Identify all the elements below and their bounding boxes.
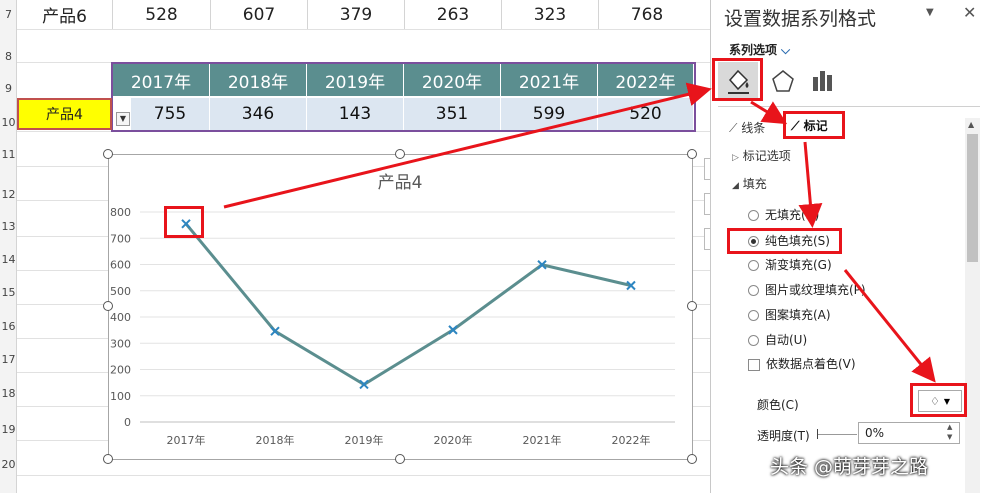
line-icon: ⟋ xyxy=(729,121,738,135)
resize-handle[interactable] xyxy=(103,149,113,159)
series-options-dropdown[interactable]: 系列选项 ⌵ xyxy=(729,43,791,57)
row4-cell[interactable]: 351 xyxy=(404,98,501,130)
caret-down-icon: ◢ xyxy=(732,181,739,191)
row6-label[interactable]: 产品6 xyxy=(42,7,87,27)
row-number[interactable]: 19 xyxy=(1,423,16,436)
row-number[interactable]: 17 xyxy=(1,353,16,366)
resize-handle[interactable] xyxy=(687,301,697,311)
series-options-tab-icon[interactable] xyxy=(807,66,837,96)
pane-menu-chevron-icon[interactable]: ▼ xyxy=(926,7,934,18)
transparency-slider[interactable] xyxy=(817,434,857,435)
fill-line-tab[interactable] xyxy=(718,62,758,98)
marker-options-section[interactable]: ▷ 标记选项 xyxy=(732,149,791,163)
annotation-box xyxy=(783,111,845,139)
row-number[interactable]: 13 xyxy=(1,220,16,233)
row-number[interactable]: 20 xyxy=(1,458,16,471)
row-number[interactable]: 14 xyxy=(1,253,16,266)
option-solid-fill[interactable]: 纯色填充(S) xyxy=(748,232,830,249)
transparency-label: 透明度(T) xyxy=(757,429,810,443)
tab-marker[interactable]: ⟋ 标记 xyxy=(791,119,828,133)
paint-bucket-icon: ♢ xyxy=(929,394,940,408)
color-picker-button[interactable]: ♢ ▼ xyxy=(918,390,962,412)
row-number[interactable]: 16 xyxy=(1,320,16,333)
watermark: 头条 @萌芽芽之路 xyxy=(770,456,929,478)
grid-line xyxy=(17,29,710,30)
row6-cell[interactable]: 607 xyxy=(242,4,276,25)
option-no-fill[interactable]: 无填充(N) xyxy=(748,206,819,223)
year-header[interactable]: 2018年 xyxy=(210,64,307,96)
year-header[interactable]: 2020年 xyxy=(404,64,501,96)
pane-title: 设置数据系列格式 xyxy=(724,8,877,30)
row4-cell[interactable]: 346 xyxy=(210,98,307,130)
radio-button[interactable] xyxy=(748,335,759,346)
chevron-down-icon: ▼ xyxy=(943,396,951,406)
resize-handle[interactable] xyxy=(395,149,405,159)
marker-line-icon: ⟋ xyxy=(791,119,800,133)
effects-tab-icon[interactable] xyxy=(768,66,798,96)
tab-line[interactable]: ⟋ 线条 xyxy=(729,121,766,135)
vary-colors-checkbox[interactable]: 依数据点着色(V) xyxy=(748,355,856,372)
dropdown-arrow-icon[interactable]: ▼ xyxy=(116,112,130,126)
row-number[interactable]: 10 xyxy=(1,116,16,129)
row4-cell[interactable]: 755 xyxy=(131,98,210,130)
annotation-box xyxy=(910,383,967,417)
resize-handle[interactable] xyxy=(395,454,405,464)
scroll-thumb[interactable] xyxy=(967,134,978,262)
annotation-box xyxy=(712,58,763,101)
year-header[interactable]: 2017年 xyxy=(113,64,210,96)
checkbox[interactable] xyxy=(748,358,760,371)
option-pattern-fill[interactable]: 图案填充(A) xyxy=(748,306,831,323)
fill-section[interactable]: ◢ 填充 xyxy=(732,177,767,191)
row6-cell[interactable]: 528 xyxy=(145,4,178,25)
row-number[interactable]: 18 xyxy=(1,387,16,400)
close-icon[interactable]: ✕ xyxy=(963,3,977,22)
paint-bucket-icon xyxy=(728,69,749,94)
row6-cell[interactable]: 323 xyxy=(533,4,567,25)
row-number[interactable]: 12 xyxy=(1,188,16,201)
spinner-icon[interactable]: ▲ ▼ xyxy=(947,423,953,441)
row4-cell[interactable]: 143 xyxy=(307,98,404,130)
row-number[interactable]: 15 xyxy=(1,286,16,299)
product-dropdown-cell[interactable]: 产品4 xyxy=(17,98,112,130)
annotation-box xyxy=(727,228,842,254)
row6-cell[interactable]: 768 xyxy=(630,4,664,25)
row-number[interactable]: 9 xyxy=(5,82,12,95)
year-header[interactable]: 2022年 xyxy=(598,64,694,96)
resize-handle[interactable] xyxy=(687,149,697,159)
grid-line xyxy=(17,475,710,476)
row-number[interactable]: 7 xyxy=(5,8,12,21)
row4-cell[interactable]: 599 xyxy=(501,98,598,130)
slider-thumb[interactable] xyxy=(817,429,818,439)
caret-right-icon: ▷ xyxy=(732,153,739,163)
row4-cell[interactable]: 520 xyxy=(598,98,694,130)
chevron-down-icon: ⌵ xyxy=(781,43,791,57)
year-header[interactable]: 2019年 xyxy=(307,64,404,96)
scroll-up-icon[interactable]: ▲ xyxy=(968,120,975,129)
radio-button[interactable] xyxy=(748,236,759,247)
annotation-box xyxy=(164,206,204,238)
row6-cell[interactable]: 263 xyxy=(436,4,470,25)
option-gradient-fill[interactable]: 渐变填充(G) xyxy=(748,256,832,273)
resize-handle[interactable] xyxy=(103,301,113,311)
radio-button[interactable] xyxy=(748,210,759,221)
row-header xyxy=(0,0,17,493)
row-number[interactable]: 8 xyxy=(5,50,12,63)
year-header[interactable]: 2021年 xyxy=(501,64,598,96)
row6-cell[interactable]: 379 xyxy=(339,4,373,25)
radio-button[interactable] xyxy=(748,260,759,271)
option-auto[interactable]: 自动(U) xyxy=(748,331,807,348)
chart-area[interactable] xyxy=(108,154,693,460)
resize-handle[interactable] xyxy=(687,454,697,464)
resize-handle[interactable] xyxy=(103,454,113,464)
color-label: 颜色(C) xyxy=(757,398,799,412)
row-number[interactable]: 11 xyxy=(1,148,16,161)
transparency-input[interactable]: 0% xyxy=(858,422,960,444)
option-picture-fill[interactable]: 图片或纹理填充(P) xyxy=(748,281,866,298)
radio-button[interactable] xyxy=(748,310,759,321)
radio-button[interactable] xyxy=(748,285,759,296)
